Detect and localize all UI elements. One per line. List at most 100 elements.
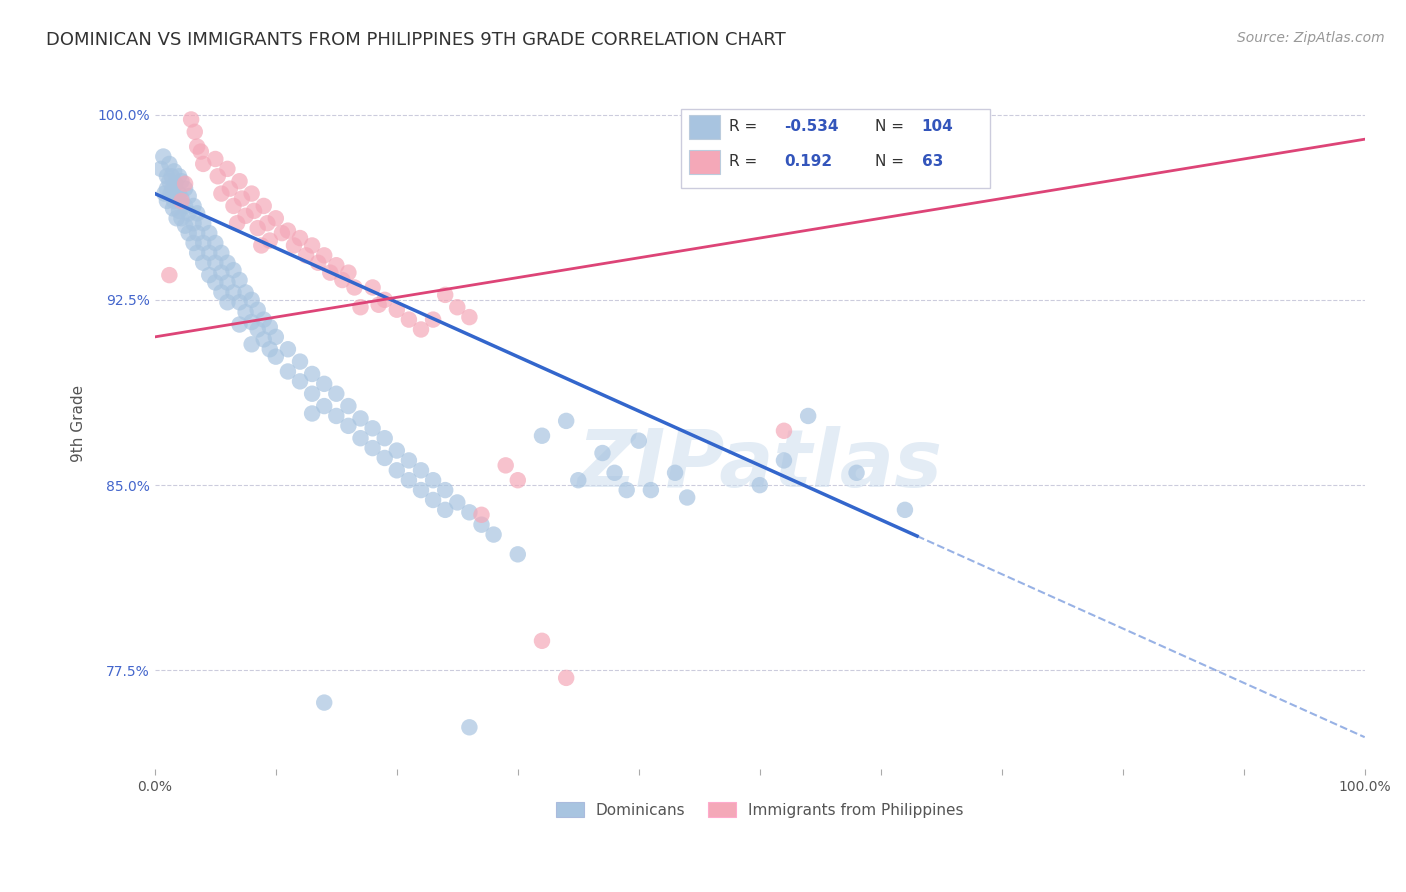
- Point: [319, 266, 342, 280]
- Point: [773, 453, 796, 467]
- Point: [167, 169, 190, 184]
- Point: [409, 463, 432, 477]
- Point: [434, 288, 457, 302]
- Point: [283, 238, 305, 252]
- Point: [190, 145, 212, 159]
- Point: [422, 493, 444, 508]
- Point: [162, 181, 184, 195]
- Point: [160, 169, 183, 184]
- Point: [209, 266, 232, 280]
- Point: [640, 483, 662, 497]
- Point: [301, 238, 323, 252]
- Point: [204, 235, 226, 250]
- Point: [228, 318, 250, 332]
- Point: [446, 300, 468, 314]
- Point: [966, 112, 988, 127]
- Point: [458, 310, 481, 325]
- Point: [325, 409, 347, 423]
- Point: [325, 386, 347, 401]
- Legend: Dominicans, Immigrants from Philippines: Dominicans, Immigrants from Philippines: [550, 796, 970, 824]
- Point: [264, 350, 287, 364]
- Point: [894, 503, 917, 517]
- Point: [495, 458, 517, 473]
- Point: [174, 219, 197, 233]
- Point: [193, 157, 215, 171]
- Point: [277, 224, 299, 238]
- Point: [177, 226, 200, 240]
- Point: [398, 453, 420, 467]
- Point: [676, 491, 699, 505]
- Point: [301, 386, 323, 401]
- Point: [288, 354, 311, 368]
- Point: [314, 248, 336, 262]
- Point: [555, 414, 578, 428]
- Point: [592, 446, 614, 460]
- Point: [167, 203, 190, 218]
- Point: [207, 169, 229, 184]
- Point: [422, 473, 444, 487]
- Point: [361, 280, 384, 294]
- Point: [217, 161, 239, 176]
- Point: [204, 276, 226, 290]
- Point: [253, 332, 276, 346]
- Point: [186, 139, 208, 153]
- Point: [174, 177, 197, 191]
- Point: [530, 428, 553, 442]
- Point: [170, 211, 193, 226]
- Point: [314, 376, 336, 391]
- Point: [506, 473, 529, 487]
- Point: [748, 478, 770, 492]
- Point: [337, 399, 360, 413]
- Point: [180, 112, 202, 127]
- Point: [193, 235, 215, 250]
- Y-axis label: 9th Grade: 9th Grade: [72, 384, 86, 462]
- Point: [506, 547, 529, 561]
- Point: [627, 434, 650, 448]
- Point: [264, 211, 287, 226]
- Point: [446, 495, 468, 509]
- Point: [218, 181, 240, 195]
- Point: [170, 194, 193, 208]
- Point: [314, 399, 336, 413]
- Point: [228, 295, 250, 310]
- Point: [170, 174, 193, 188]
- Point: [367, 298, 389, 312]
- Point: [301, 367, 323, 381]
- Point: [337, 418, 360, 433]
- Point: [198, 226, 221, 240]
- Point: [259, 320, 281, 334]
- Point: [186, 245, 208, 260]
- Point: [240, 315, 263, 329]
- Point: [270, 226, 292, 240]
- Point: [409, 483, 432, 497]
- Point: [198, 245, 221, 260]
- Point: [259, 234, 281, 248]
- Point: [157, 268, 180, 282]
- Point: [157, 174, 180, 188]
- Point: [193, 216, 215, 230]
- Point: [183, 199, 205, 213]
- Point: [156, 169, 179, 184]
- Point: [458, 720, 481, 734]
- Point: [314, 696, 336, 710]
- Point: [153, 186, 176, 201]
- Point: [246, 221, 269, 235]
- Point: [156, 181, 179, 195]
- Point: [374, 431, 396, 445]
- Point: [664, 466, 686, 480]
- Point: [797, 409, 820, 423]
- Point: [343, 280, 366, 294]
- Point: [409, 322, 432, 336]
- Point: [204, 256, 226, 270]
- Point: [470, 508, 492, 522]
- Point: [385, 463, 408, 477]
- Point: [349, 431, 371, 445]
- Point: [603, 466, 626, 480]
- Point: [209, 186, 232, 201]
- Point: [253, 312, 276, 326]
- Point: [159, 186, 181, 201]
- Point: [163, 164, 186, 178]
- Point: [332, 273, 354, 287]
- Point: [174, 181, 197, 195]
- Point: [240, 186, 263, 201]
